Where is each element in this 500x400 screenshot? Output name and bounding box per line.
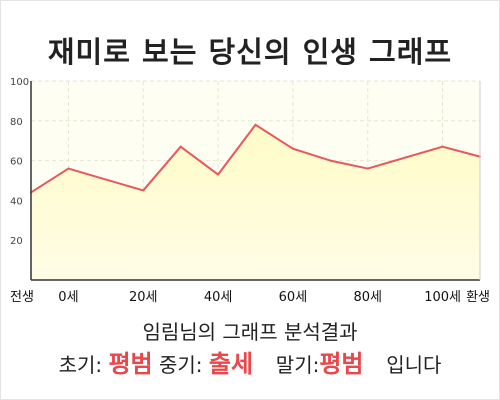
area-fill xyxy=(31,124,480,280)
data-point xyxy=(179,145,182,148)
x-tick-label: 환생 xyxy=(466,290,490,305)
result-suffix: 입니다 xyxy=(386,353,442,377)
analysis-result: 초기: 평범 중기: 출세 말기:평범 입니다 xyxy=(0,346,500,383)
early-value: 평범 xyxy=(108,350,153,378)
data-point xyxy=(67,167,70,170)
data-point xyxy=(217,173,220,176)
data-point xyxy=(329,159,332,162)
data-point xyxy=(291,147,294,150)
x-tick-label: 40세 xyxy=(204,290,233,305)
mid-value: 출세 xyxy=(208,350,254,378)
y-tick-label: 80 xyxy=(10,117,23,128)
late-value: 평범 xyxy=(319,350,364,378)
x-tick-label: 80세 xyxy=(353,290,382,305)
mid-label: 중기: xyxy=(159,353,203,377)
x-tick-label: 전생 xyxy=(10,290,34,305)
data-point xyxy=(366,167,369,170)
x-tick-label: 20세 xyxy=(129,290,158,305)
x-tick-label: 0세 xyxy=(58,290,78,305)
late-label: 말기: xyxy=(275,353,320,377)
analysis-subtitle: 임림님의 그래프 분석결과 xyxy=(142,320,358,344)
data-point xyxy=(441,145,444,148)
y-tick-label: 20 xyxy=(10,236,23,247)
y-tick-label: 60 xyxy=(10,157,23,168)
early-label: 초기: xyxy=(58,353,103,377)
y-tick-label: 40 xyxy=(10,196,23,207)
y-tick-label: 100 xyxy=(10,77,29,88)
x-tick-label: 60세 xyxy=(279,290,308,305)
data-point xyxy=(254,123,257,126)
page-title: 재미로 보는 당신의 인생 그래프 xyxy=(47,35,453,69)
x-tick-label: 100세 xyxy=(424,290,461,305)
data-point xyxy=(142,189,145,192)
